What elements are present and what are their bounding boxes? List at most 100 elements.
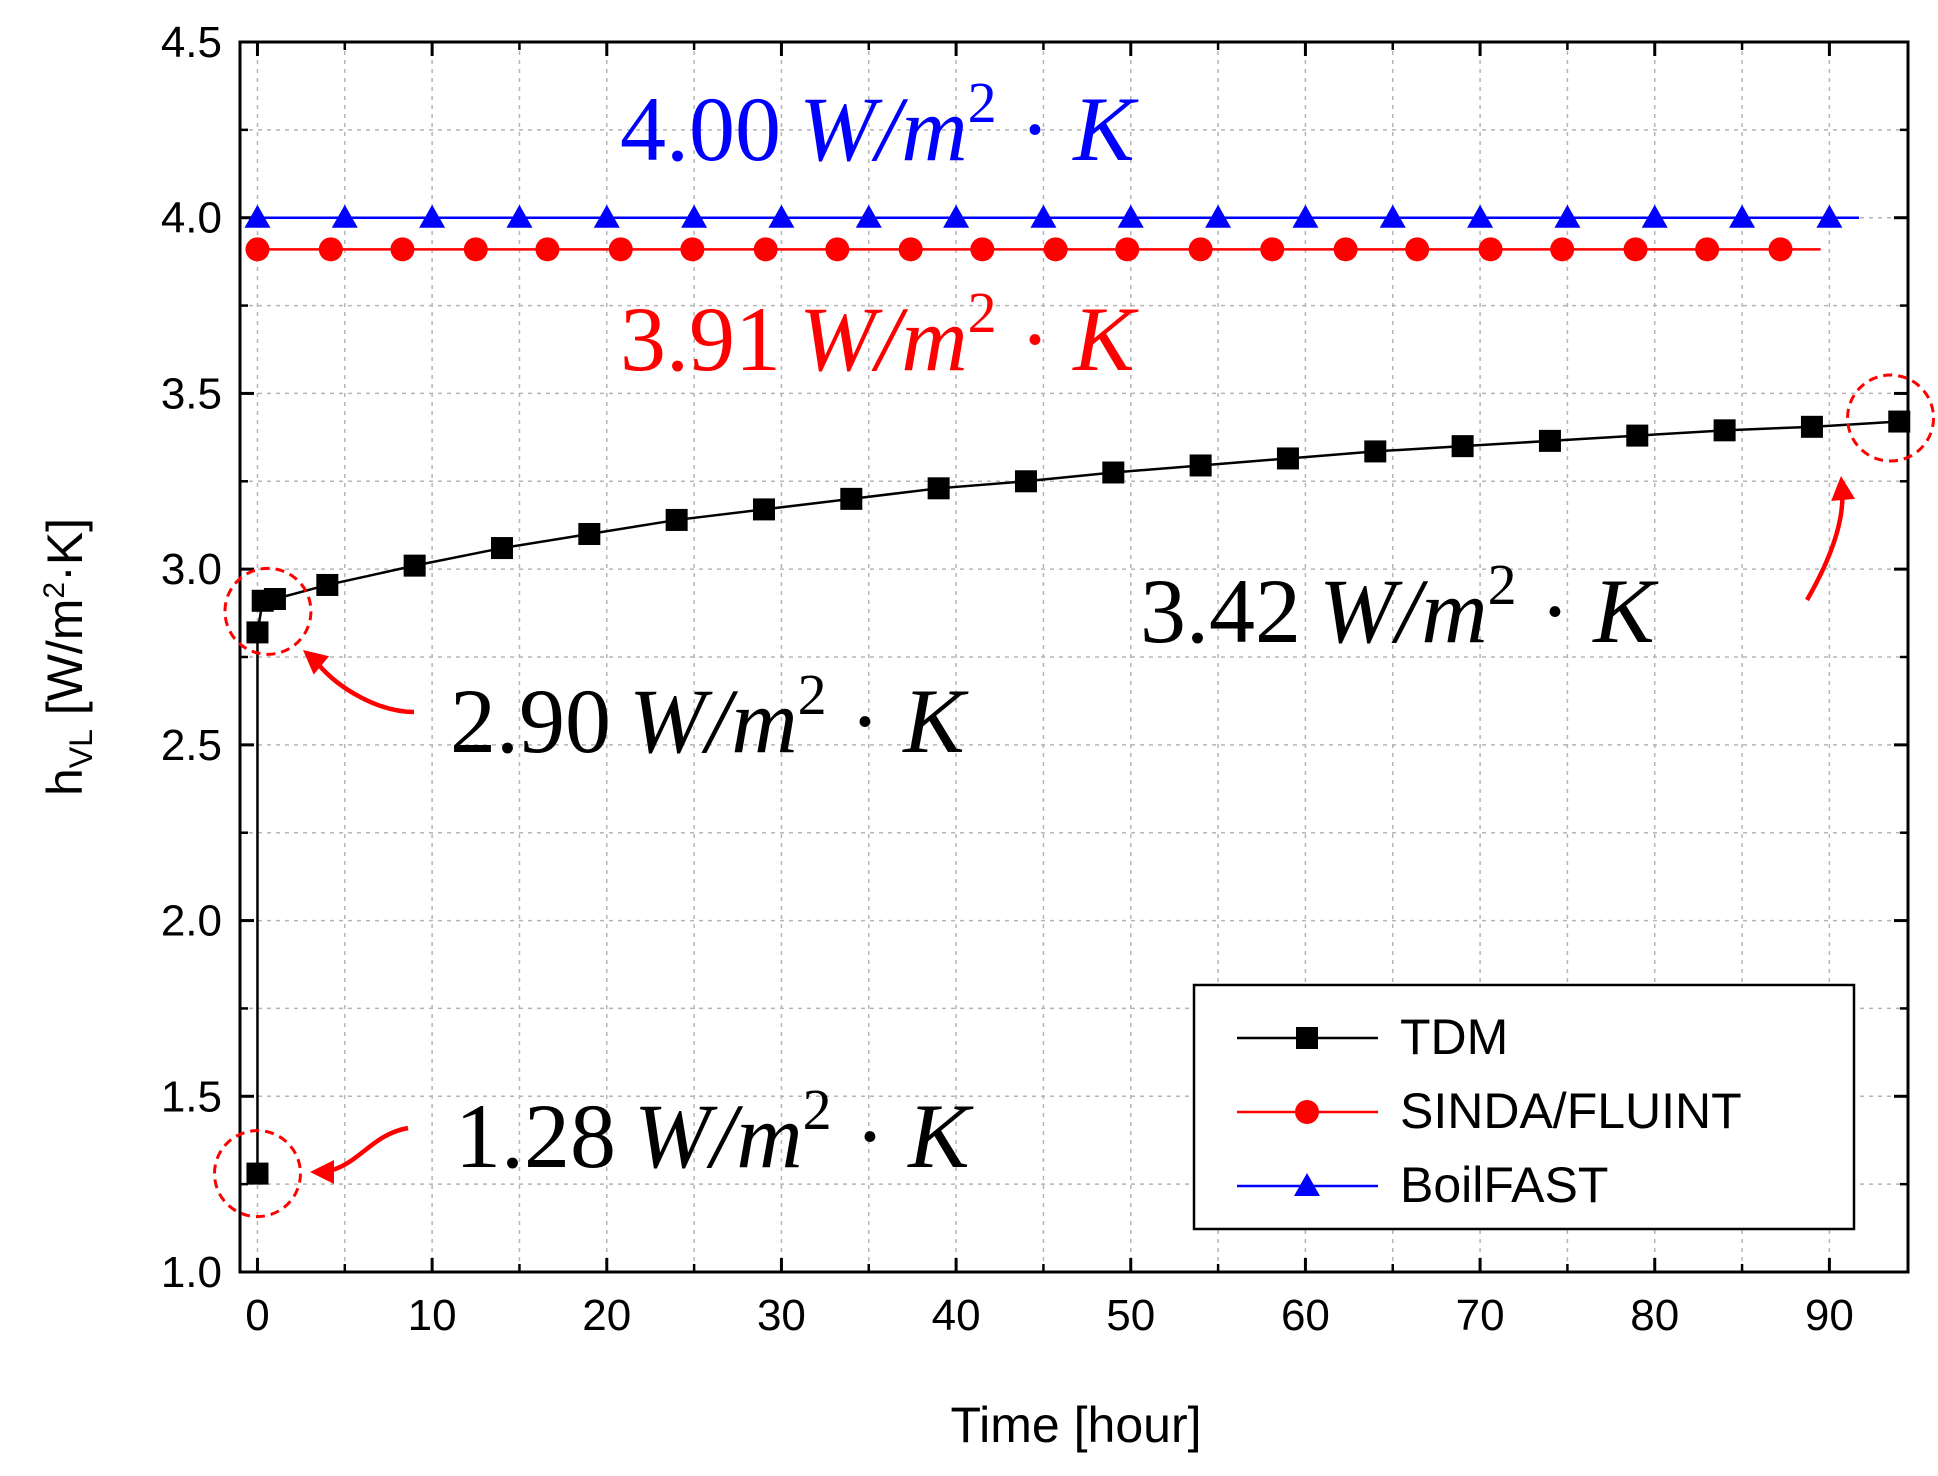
data-point-tdm xyxy=(403,554,426,577)
data-point-sinda-fluint xyxy=(1115,237,1140,262)
data-point-sinda-fluint xyxy=(1260,237,1285,262)
y-tick-label: 2.5 xyxy=(161,721,222,770)
data-point-boilfast xyxy=(1641,204,1668,228)
x-tick-label: 20 xyxy=(582,1291,631,1340)
data-point-sinda-fluint xyxy=(1333,237,1358,262)
data-point-tdm xyxy=(1888,410,1911,433)
y-tick-label: 4.0 xyxy=(161,194,222,243)
data-point-boilfast xyxy=(1292,204,1319,228)
data-point-sinda-fluint xyxy=(608,237,633,262)
legend-marker-tdm xyxy=(1296,1027,1318,1049)
data-point-boilfast xyxy=(1205,204,1232,228)
data-point-boilfast xyxy=(1816,204,1843,228)
data-point-boilfast xyxy=(1030,204,1057,228)
data-point-sinda-fluint xyxy=(390,237,415,262)
highlight-circle-mid xyxy=(223,566,313,656)
data-point-sinda-fluint xyxy=(825,237,850,262)
data-point-sinda-fluint xyxy=(1188,237,1213,262)
data-point-tdm xyxy=(752,498,775,521)
x-tick-label: 50 xyxy=(1106,1291,1155,1340)
data-point-tdm xyxy=(1538,429,1561,452)
data-point-sinda-fluint xyxy=(245,237,270,262)
data-point-tdm xyxy=(1102,461,1125,484)
data-point-tdm xyxy=(1276,447,1299,470)
y-axis-title: hVL [W/m2·K] xyxy=(37,518,99,796)
x-axis-title: Time [hour] xyxy=(950,1397,1201,1453)
highlight-arrow-end-shaft xyxy=(1805,487,1845,602)
x-tick-label: 10 xyxy=(408,1291,457,1340)
highlight-arrow-start-shaft xyxy=(324,1125,409,1175)
data-point-sinda-fluint xyxy=(1768,237,1793,262)
data-point-tdm xyxy=(840,487,863,510)
highlight-arrow-mid-shaft xyxy=(316,662,415,715)
legend-label-sinda: SINDA/FLUINT xyxy=(1400,1083,1742,1139)
x-tick-label: 60 xyxy=(1281,1291,1330,1340)
highlight-circle-start xyxy=(212,1129,302,1219)
y-tick-label: 1.5 xyxy=(161,1072,222,1121)
annotation-tdm-start: 1.28 W/m2 · K xyxy=(455,1077,974,1187)
y-tick-label: 3.5 xyxy=(161,369,222,418)
annotation-boilfast: 4.00 W/m2 · K xyxy=(620,70,1139,180)
annotation-sinda: 3.91 W/m2 · K xyxy=(620,280,1139,390)
data-point-tdm xyxy=(578,523,601,545)
legend-marker-sinda-fluint xyxy=(1295,1100,1319,1124)
data-point-sinda-fluint xyxy=(318,237,343,262)
data-point-tdm xyxy=(1800,415,1823,438)
data-point-sinda-fluint xyxy=(680,237,705,262)
data-point-sinda-fluint xyxy=(970,237,995,262)
data-point-sinda-fluint xyxy=(1623,237,1648,262)
data-point-sinda-fluint xyxy=(1478,237,1503,262)
annotation-tdm-end: 3.42 W/m2 · K xyxy=(1140,552,1659,662)
data-point-sinda-fluint xyxy=(1405,237,1430,262)
legend-marker-boilfast xyxy=(1294,1173,1320,1196)
data-point-boilfast xyxy=(1117,204,1144,228)
legend: TDM SINDA/FLUINT BoilFAST xyxy=(1192,983,1856,1231)
highlight-layer xyxy=(212,373,1936,1219)
data-point-boilfast xyxy=(331,204,358,228)
data-point-boilfast xyxy=(1467,204,1494,228)
data-point-sinda-fluint xyxy=(1550,237,1575,262)
data-point-tdm xyxy=(665,508,688,531)
data-point-tdm xyxy=(490,537,513,560)
annotation-tdm-mid: 2.90 W/m2 · K xyxy=(450,662,969,772)
x-tick-label: 70 xyxy=(1456,1291,1505,1340)
data-point-boilfast xyxy=(1554,204,1581,228)
legend-label-boilfast: BoilFAST xyxy=(1400,1157,1608,1213)
data-point-tdm xyxy=(246,1162,269,1185)
data-point-boilfast xyxy=(768,204,795,228)
y-tick-label: 2.0 xyxy=(161,897,222,946)
data-point-sinda-fluint xyxy=(463,237,488,262)
data-point-sinda-fluint xyxy=(1043,237,1068,262)
data-point-boilfast xyxy=(593,204,620,228)
legend-swatches xyxy=(1237,1027,1378,1196)
data-point-tdm xyxy=(246,621,269,644)
data-point-boilfast xyxy=(1729,204,1756,228)
highlight-circle-end xyxy=(1846,373,1936,463)
x-tick-label: 40 xyxy=(932,1291,981,1340)
data-point-tdm xyxy=(927,477,950,500)
data-point-sinda-fluint xyxy=(535,237,560,262)
data-point-sinda-fluint xyxy=(753,237,778,262)
x-tick-label: 80 xyxy=(1630,1291,1679,1340)
highlight-arrow-end-head xyxy=(1831,476,1856,501)
data-point-sinda-fluint xyxy=(898,237,923,262)
data-point-boilfast xyxy=(419,204,446,228)
data-point-boilfast xyxy=(1379,204,1406,228)
series-layer xyxy=(244,204,1911,1185)
data-point-boilfast xyxy=(855,204,882,228)
data-point-tdm xyxy=(1713,419,1736,442)
data-point-boilfast xyxy=(681,204,708,228)
data-point-boilfast xyxy=(506,204,533,228)
data-point-tdm xyxy=(316,573,339,596)
x-tick-label: 30 xyxy=(757,1291,806,1340)
y-tick-label: 1.0 xyxy=(161,1248,222,1297)
legend-label-tdm: TDM xyxy=(1400,1009,1508,1065)
data-point-boilfast xyxy=(244,204,271,228)
data-point-sinda-fluint xyxy=(1695,237,1720,262)
data-point-tdm xyxy=(1626,424,1649,447)
data-point-tdm xyxy=(1364,440,1387,463)
highlight-arrow-mid-head xyxy=(303,650,330,675)
data-point-tdm xyxy=(1189,454,1212,477)
y-tick-label: 4.5 xyxy=(161,18,222,67)
